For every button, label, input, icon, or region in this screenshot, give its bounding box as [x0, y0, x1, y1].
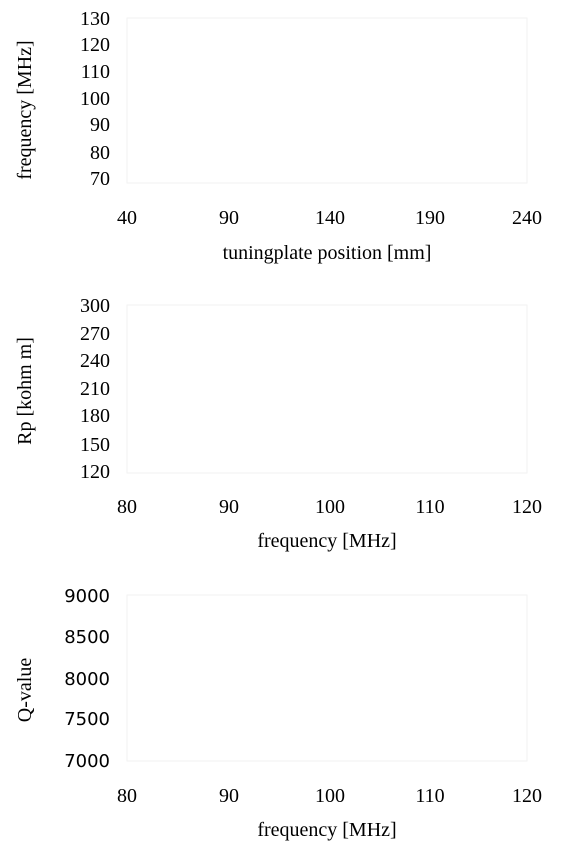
y-tick-labels-1: 130 120 110 100 90 80 70	[80, 8, 110, 190]
x-tick-labels-3: 80 90 100 110 120	[117, 785, 542, 807]
plot-area-3	[126, 594, 528, 762]
x-tick-label: 90	[219, 496, 239, 518]
x-tick-label: 190	[415, 207, 445, 229]
y-tick-label: 110	[81, 61, 110, 83]
y-axis-label-1: frequency [MHz]	[14, 40, 36, 179]
x-tick-label: 120	[512, 496, 542, 518]
x-tick-label: 80	[117, 785, 137, 807]
x-tick-label: 110	[415, 785, 444, 807]
x-tick-label: 90	[219, 785, 239, 807]
x-tick-label: 90	[219, 207, 239, 229]
plot-area-1	[126, 17, 528, 184]
y-tick-label: 150	[80, 434, 110, 456]
y-tick-label: 8000	[64, 669, 110, 690]
x-tick-label: 100	[315, 785, 345, 807]
x-tick-label: 100	[315, 496, 345, 518]
y-tick-labels-3: 9000 8500 8000 7500 7000	[64, 586, 110, 772]
y-tick-label: 180	[80, 405, 110, 427]
chart-panel-rp-vs-frequency: 300 270 240 210 180 150 120 80 90 100 11…	[14, 295, 542, 552]
y-tick-label: 130	[80, 8, 110, 30]
x-axis-label-1: tuningplate position [mm]	[223, 242, 432, 264]
y-tick-label: 70	[90, 168, 110, 190]
x-tick-label: 80	[117, 496, 137, 518]
y-axis-label-3: Q-value	[14, 658, 36, 723]
y-tick-label: 120	[80, 461, 110, 483]
x-tick-label: 140	[315, 207, 345, 229]
x-tick-label: 40	[117, 207, 137, 229]
y-tick-label: 90	[90, 114, 110, 136]
plot-area-2	[126, 304, 528, 474]
y-tick-label: 7500	[64, 709, 110, 730]
y-tick-label: 100	[80, 88, 110, 110]
y-tick-label: 210	[80, 378, 110, 400]
y-tick-label: 80	[90, 142, 110, 164]
x-tick-label: 240	[512, 207, 542, 229]
x-tick-labels-1: 40 90 140 190 240	[117, 207, 542, 229]
y-tick-label: 270	[80, 323, 110, 345]
chart-panel-q-value-vs-frequency: 9000 8500 8000 7500 7000 80 90 100 110 1…	[14, 586, 542, 841]
x-tick-label: 120	[512, 785, 542, 807]
y-tick-label: 9000	[64, 586, 110, 607]
x-tick-label: 110	[415, 496, 444, 518]
x-axis-label-3: frequency [MHz]	[257, 819, 396, 841]
y-axis-label-2: Rp [kohm m]	[14, 337, 36, 445]
y-tick-label: 120	[80, 34, 110, 56]
y-tick-label: 300	[80, 295, 110, 317]
x-axis-label-2: frequency [MHz]	[257, 530, 396, 552]
x-tick-labels-2: 80 90 100 110 120	[117, 496, 542, 518]
chart-panel-frequency-vs-tuningplate: 130 120 110 100 90 80 70 40 90 140 190 2…	[14, 8, 542, 264]
y-tick-label: 7000	[64, 751, 110, 772]
y-tick-labels-2: 300 270 240 210 180 150 120	[80, 295, 110, 483]
y-tick-label: 8500	[64, 627, 110, 648]
y-tick-label: 240	[80, 350, 110, 372]
